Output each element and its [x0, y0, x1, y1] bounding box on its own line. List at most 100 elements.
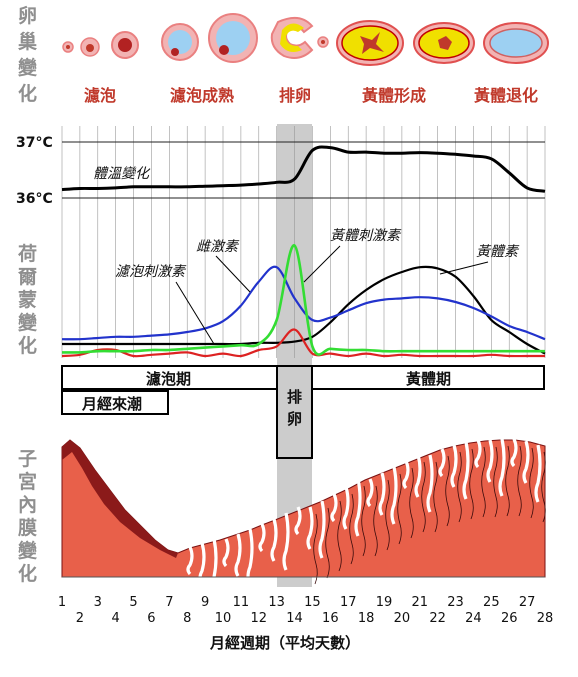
- gland-notch: [330, 493, 338, 523]
- x-tick-label: 25: [483, 595, 500, 610]
- ovulation-label: 排卵: [287, 388, 302, 428]
- gland-line: [421, 461, 426, 533]
- gland-notch: [378, 472, 386, 516]
- follicle-maturing-icon: [168, 30, 192, 54]
- vertical-label-char: 內: [18, 494, 37, 516]
- gland-line: [469, 448, 474, 520]
- gland-notch: [306, 506, 314, 550]
- gland-notch: [510, 438, 518, 468]
- gland-line: [313, 513, 318, 585]
- x-tick-label: 28: [537, 611, 554, 626]
- hormone-labels: 雌激素 濾泡刺激素 黃體刺激素 黃體素: [115, 228, 520, 345]
- vertical-label-char: 子: [18, 448, 37, 470]
- x-tick-label: 22: [429, 611, 446, 626]
- vertical-label-char: 荷: [18, 242, 37, 265]
- gland-notch: [270, 518, 278, 562]
- vertical-label-char: 宮: [18, 470, 37, 493]
- follicle-stage-labels: 濾泡 濾泡成熟 排卵 黃體形成 黃體退化: [84, 86, 538, 105]
- vertical-label-char: 化: [18, 562, 37, 585]
- gland-line: [457, 451, 462, 523]
- vertical-label-char: 變: [18, 56, 38, 79]
- day-grid: [61, 126, 546, 358]
- gland-line: [373, 485, 378, 557]
- gland-notch: [222, 538, 230, 568]
- luteal-phase-label: 黃體期: [406, 370, 451, 388]
- x-tick-label: 16: [322, 611, 339, 626]
- x-tick-label: 23: [447, 595, 464, 610]
- x-tick-label: 8: [183, 611, 191, 626]
- vertical-label-char: 變: [18, 311, 38, 334]
- gland-notch: [450, 444, 458, 488]
- egg-icon: [321, 40, 325, 44]
- gland-notch: [534, 444, 542, 503]
- x-tick-label: 11: [233, 595, 250, 610]
- gland-notch: [390, 466, 398, 525]
- gland-line: [409, 467, 414, 539]
- gland-line: [517, 445, 522, 517]
- vertical-label-char: 化: [18, 334, 37, 357]
- gland-notch: [318, 500, 326, 559]
- estrogen-label: 雌激素: [196, 239, 240, 255]
- progesterone-label: 黃體素: [476, 244, 520, 260]
- follicle-medium-icon: [86, 44, 94, 52]
- x-tick-label: 9: [201, 595, 209, 610]
- gland-line: [397, 473, 402, 545]
- gland-notch: [234, 533, 242, 577]
- progesterone-pointer: [439, 261, 489, 275]
- ruptured-follicle-icon: [280, 23, 304, 52]
- gland-notch: [366, 478, 374, 508]
- vertical-label-char: 膜: [17, 516, 37, 539]
- x-tick-label: 24: [465, 611, 482, 626]
- follicle-large-icon: [118, 38, 132, 52]
- lh-pointer: [303, 245, 341, 283]
- x-tick-label: 17: [340, 595, 357, 610]
- x-tick-label: 2: [76, 611, 84, 626]
- lh-curve: [61, 244, 545, 356]
- x-tick-label: 18: [358, 611, 375, 626]
- follicle-maturing-icon: [171, 48, 179, 56]
- gland-line: [541, 451, 546, 523]
- x-tick-label: 3: [94, 595, 102, 610]
- follicle-small-icon: [66, 45, 70, 49]
- temp-36-label: 36°C: [16, 191, 53, 207]
- x-tick-label: 10: [215, 611, 232, 626]
- follicular-phase-label: 濾泡期: [146, 370, 191, 388]
- gland-notch: [474, 439, 482, 469]
- gland-notch: [462, 441, 470, 500]
- menstruation-bar: [61, 390, 169, 415]
- gland-notch: [498, 438, 506, 497]
- stage-label-follicle-mature: 濾泡成熟: [170, 86, 234, 105]
- x-tick-label: 26: [501, 611, 518, 626]
- fsh-curve: [61, 328, 545, 358]
- gland-notch: [294, 506, 302, 536]
- gland-notch: [198, 542, 206, 586]
- gland-line: [433, 461, 438, 533]
- vertical-label-char: 爾: [17, 266, 37, 288]
- gland-notch: [426, 454, 434, 513]
- gland-notch: [414, 454, 422, 498]
- temperature-curve: [61, 145, 546, 193]
- gland-notch: [258, 523, 266, 553]
- x-tick-label: 14: [286, 611, 303, 626]
- x-tick-label: 27: [519, 595, 536, 610]
- gland-notch: [354, 478, 362, 537]
- temp-37-label: 37°C: [16, 135, 53, 151]
- vertical-label-char: 巢: [17, 30, 38, 53]
- corpus-luteum-icon: [360, 32, 384, 54]
- gland-line: [337, 500, 342, 572]
- x-axis-title: 月經週期（平均天數）: [209, 634, 360, 652]
- x-tick-label: 13: [268, 595, 285, 610]
- follicle-icons: [62, 13, 549, 66]
- gland-line: [349, 493, 354, 565]
- x-tick-label: 5: [129, 595, 137, 610]
- gland-line: [445, 455, 450, 527]
- menstruation-label: 月經來潮: [81, 395, 142, 413]
- fsh-label: 濾泡刺激素: [115, 264, 187, 280]
- x-tick-label: 21: [412, 595, 429, 610]
- x-tick-label: 1: [58, 595, 66, 610]
- x-axis-ticks: 1 3 5 7 9 11 13 15 17 19 21 23 25 272 4 6 8 10 12 14 16 18 20 2…: [58, 595, 553, 626]
